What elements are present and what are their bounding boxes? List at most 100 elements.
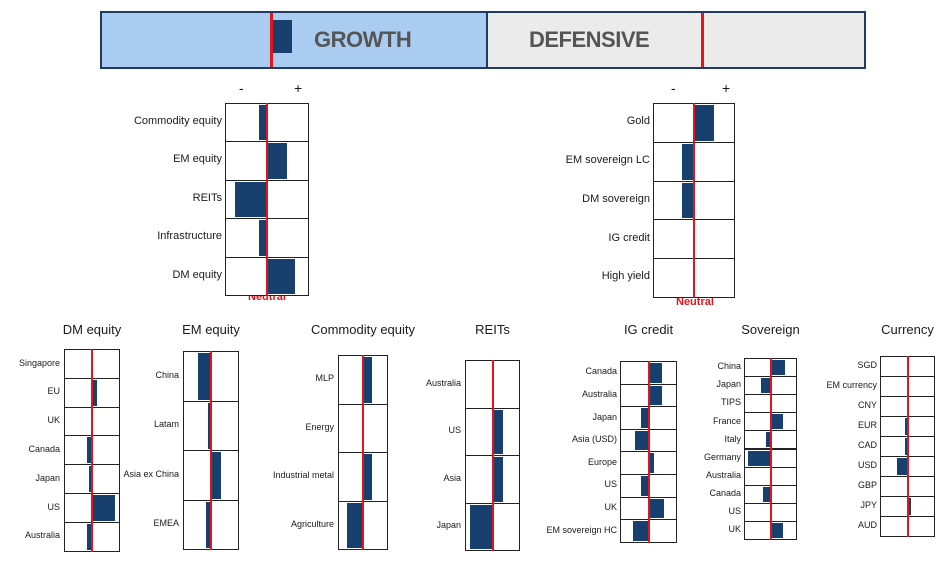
sovereign-label-germany: Germany xyxy=(703,451,741,462)
growth-bar-dm-equity xyxy=(267,258,295,294)
reits-neutral-line xyxy=(491,360,494,551)
growth-bar xyxy=(273,20,292,53)
defensive-bar-gold xyxy=(694,105,714,141)
commodity-bar-industrial-metal xyxy=(363,454,373,500)
defensive-neutral-line xyxy=(693,103,695,298)
sovereign-label-canada: Canada xyxy=(709,487,741,498)
reits-label-asia: Asia xyxy=(443,472,461,483)
dm-equity-label-us: US xyxy=(47,501,60,512)
growth-plus-sign: + xyxy=(294,80,303,96)
dm-equity-bar-eu xyxy=(92,379,98,406)
em-equity-title: EM equity xyxy=(182,322,240,337)
commodity-bar-mlp xyxy=(363,357,373,403)
sovereign-bar-uk xyxy=(770,522,783,538)
currency-label-em-currency: EM currency xyxy=(826,380,877,391)
dm-equity-bar-japan xyxy=(89,466,92,492)
reits-label-us: US xyxy=(448,425,461,436)
currency-label-cny: CNY xyxy=(857,400,877,411)
defensive-plus-sign: + xyxy=(722,80,731,96)
growth-neutral-line xyxy=(266,103,268,296)
growth-bar-em-equity xyxy=(267,143,287,179)
sovereign-neutral-line xyxy=(769,358,772,540)
defensive-bar-em-sovereign-lc xyxy=(682,143,694,180)
defensive-label-ig-credit: IG credit xyxy=(608,231,650,244)
commodity-neutral-line xyxy=(362,355,364,550)
sovereign-label-us: US xyxy=(728,506,741,516)
growth-label-infrastructure: Infrastructure xyxy=(157,230,222,243)
commodity-bar-agriculture xyxy=(346,502,363,548)
sovereign-label-uk: UK xyxy=(728,524,741,535)
ig-credit-label-us: US xyxy=(604,479,617,490)
dm-equity-neutral-line xyxy=(91,349,93,552)
dm-equity-bar-canada xyxy=(86,437,92,464)
sovereign-bar-canada xyxy=(763,486,771,502)
currency-bar-cad xyxy=(904,438,908,455)
commodity-label-energy: Energy xyxy=(305,421,334,432)
defensive-label-dm-sovereign: DM sovereign xyxy=(582,192,650,205)
ig-credit-bar-europe xyxy=(648,453,654,473)
defensive-bar-dm-sovereign xyxy=(682,182,694,219)
em-equity-bar-china xyxy=(198,353,211,400)
em-equity-bar-latam xyxy=(208,402,211,449)
reits-label-japan: Japan xyxy=(436,520,461,531)
growth-defensive-banner: GROWTH DEFENSIVE xyxy=(100,11,866,69)
em-equity-bar-asia-ex-china xyxy=(211,452,222,499)
ig-credit-neutral-line xyxy=(647,361,650,543)
reits-bar-us xyxy=(492,409,503,454)
growth-section: GROWTH xyxy=(102,13,488,67)
defensive-label-em-sovereign-lc: EM sovereign LC xyxy=(565,154,650,167)
currency-neutral-line xyxy=(906,356,909,537)
sovereign-title: Sovereign xyxy=(741,322,800,337)
growth-label-em-equity: EM equity xyxy=(173,153,222,166)
ig-credit-bar-asia-usd- xyxy=(635,430,649,451)
dm-equity-label-canada: Canada xyxy=(28,443,60,454)
currency-bar-usd xyxy=(897,458,908,475)
sovereign-bar-france xyxy=(770,414,783,430)
sovereign-label-australia: Australia xyxy=(705,469,741,480)
defensive-minus-sign: - xyxy=(671,80,676,96)
ig-credit-bar-japan xyxy=(640,408,649,428)
ig-credit-bar-us xyxy=(640,476,649,496)
defensive-neutral-label: Neutral xyxy=(676,296,714,308)
sovereign-bar-china xyxy=(770,360,786,376)
growth-neutral-line xyxy=(270,13,273,67)
growth-bar-commodity-equity xyxy=(259,105,267,141)
ig-credit-label-canada: Canada xyxy=(585,366,617,377)
defensive-neutral-line xyxy=(701,13,704,67)
sovereign-label-tips: TIPS xyxy=(720,397,741,408)
currency-label-eur: EUR xyxy=(857,420,877,431)
commodity-label-industrial-metal: Industrial metal xyxy=(272,470,334,481)
ig-credit-label-asia-usd-: Asia (USD) xyxy=(571,434,617,445)
growth-minus-sign: - xyxy=(239,80,244,96)
currency-label-sgd: SGD xyxy=(857,360,877,371)
ig-credit-label-em-sovereign-hc: EM sovereign HC xyxy=(546,524,617,535)
sovereign-bar-germany xyxy=(748,450,771,466)
sovereign-bar-italy xyxy=(765,432,771,448)
dm-equity-title: DM equity xyxy=(62,322,122,337)
reits-label-australia: Australia xyxy=(425,377,461,388)
currency-bar-eur xyxy=(904,418,908,435)
currency-label-aud: AUD xyxy=(857,520,877,531)
em-equity-label-emea: EMEA xyxy=(153,518,179,529)
sovereign-bar-japan xyxy=(760,378,771,394)
growth-label-commodity-equity: Commodity equity xyxy=(133,115,222,128)
ig-credit-bar-em-sovereign-hc xyxy=(632,521,649,541)
currency-title: Currency xyxy=(881,322,934,337)
dm-equity-label-uk: UK xyxy=(47,415,60,426)
dm-equity-bar-us xyxy=(92,495,116,521)
growth-label: GROWTH xyxy=(314,27,412,52)
commodity-label-mlp: MLP xyxy=(315,373,334,384)
em-equity-bar-emea xyxy=(205,501,211,548)
reits-bar-asia xyxy=(492,457,503,502)
defensive-section: DEFENSIVE xyxy=(488,13,864,67)
defensive-label: DEFENSIVE xyxy=(529,27,650,52)
dm-equity-label-australia: Australia xyxy=(24,530,60,541)
dm-equity-label-japan: Japan xyxy=(35,472,60,483)
ig-credit-title: IG credit xyxy=(623,322,674,337)
defensive-label-high-yield: High yield xyxy=(601,270,650,283)
growth-bar-reits xyxy=(235,181,267,218)
reits-bar-japan xyxy=(469,504,493,549)
ig-credit-bar-uk xyxy=(648,498,665,519)
ig-credit-bar-australia xyxy=(648,385,662,406)
em-equity-label-asia-ex-china: Asia ex China xyxy=(123,468,179,479)
